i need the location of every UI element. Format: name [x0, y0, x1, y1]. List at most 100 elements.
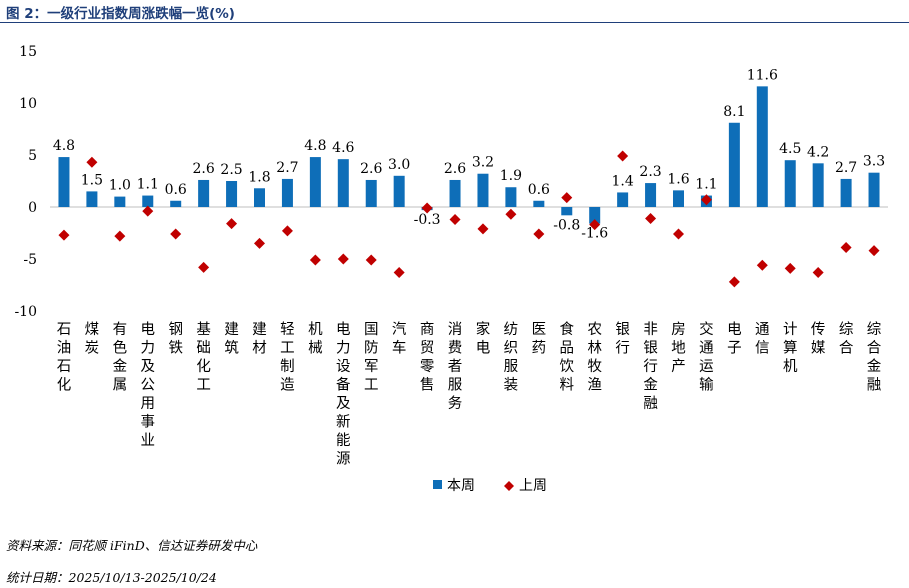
x-tick-label: 商贸零售: [420, 321, 435, 394]
marker-last-week: [198, 261, 210, 273]
legend-marker-last-week: [504, 481, 514, 491]
marker-last-week: [114, 230, 126, 242]
bar-this-week: [561, 207, 573, 216]
marker-last-week: [365, 254, 377, 266]
marker-last-week: [784, 262, 796, 274]
y-tick-label: 5: [28, 148, 37, 164]
x-tick-label: 银行: [615, 321, 630, 357]
x-tick-label: 房地产: [671, 321, 686, 375]
data-label-this-week: 2.6: [193, 161, 215, 177]
bar-this-week: [505, 187, 517, 207]
y-tick-label: 10: [19, 96, 37, 112]
x-tick-label: 钢铁: [168, 321, 183, 357]
marker-last-week: [673, 228, 684, 240]
x-tick-label: 电子: [727, 321, 742, 357]
x-tick-label: 通信: [755, 321, 770, 357]
marker-last-week: [533, 228, 545, 240]
marker-last-week: [421, 202, 433, 214]
y-tick-label: 0: [28, 200, 37, 216]
x-tick-label: 国防军工: [364, 322, 379, 394]
data-label-this-week: 0.6: [165, 182, 187, 198]
data-label-this-week: 2.7: [835, 160, 857, 176]
marker-last-week: [86, 156, 98, 168]
marker-last-week: [477, 223, 489, 235]
data-label-this-week: -1.6: [581, 226, 608, 242]
x-tick-label: 电力及公用事业: [141, 321, 156, 449]
bar-this-week: [840, 178, 852, 207]
source-note: 资料来源：同花顺 iFinD、信达证券研发中心: [6, 538, 258, 553]
data-label-this-week: 1.5: [81, 172, 103, 188]
marker-last-week: [337, 253, 349, 265]
data-label-this-week: 4.8: [53, 138, 75, 154]
bar-this-week: [477, 173, 489, 207]
data-label-this-week: 1.8: [248, 169, 270, 185]
title-underline: [0, 22, 909, 23]
data-label-this-week: 4.6: [332, 140, 354, 156]
x-tick-label: 石油石化: [57, 322, 72, 394]
data-label-this-week: 1.9: [500, 168, 522, 184]
marker-last-week: [309, 254, 321, 266]
legend-label-last-week: 上周: [519, 478, 547, 494]
marker-last-week: [505, 208, 517, 220]
bar-this-week: [198, 179, 210, 207]
bar-this-week: [337, 159, 349, 207]
x-tick-label: 医药: [532, 322, 547, 357]
marker-last-week: [58, 229, 70, 241]
data-label-this-week: 8.1: [723, 104, 745, 120]
marker-last-week: [645, 212, 657, 224]
y-tick-label: 15: [19, 44, 37, 60]
data-label-this-week: 1.6: [667, 171, 689, 187]
marker-last-week: [868, 245, 880, 257]
bar-this-week: [114, 196, 126, 207]
bar-this-week: [868, 172, 880, 207]
data-label-this-week: 0.6: [528, 182, 550, 198]
marker-last-week: [561, 192, 573, 204]
bar-this-week: [728, 122, 740, 207]
x-tick-label: 基础化工: [196, 321, 211, 394]
bar-this-week: [309, 157, 321, 207]
bar-this-week: [170, 200, 182, 207]
bar-this-week: [449, 179, 461, 207]
data-label-this-week: -0.8: [553, 217, 580, 233]
x-tick-label: 电力设备及新能源: [336, 321, 351, 468]
x-tick-label: 计算机: [783, 321, 798, 375]
bar-this-week: [226, 181, 238, 207]
bar-this-week: [254, 188, 265, 207]
data-label-this-week: 1.0: [109, 178, 131, 194]
data-label-this-week: 1.1: [137, 177, 159, 193]
y-tick-label: -5: [23, 252, 37, 268]
bar-this-week: [756, 86, 768, 207]
figure-title: 图 2：一级行业指数周涨跌幅一览(%): [6, 6, 235, 22]
bar-this-week: [393, 175, 405, 207]
y-tick-label: -10: [14, 304, 37, 320]
data-label-this-week: 2.6: [360, 161, 382, 177]
marker-last-week: [756, 259, 768, 271]
data-label-this-week: 4.2: [807, 144, 829, 160]
legend-label-this-week: 本周: [447, 478, 475, 494]
marker-last-week: [170, 228, 182, 240]
marker-last-week: [142, 205, 154, 217]
marker-last-week: [700, 194, 712, 206]
x-tick-label: 有色金属: [113, 321, 128, 394]
data-label-this-week: 1.4: [612, 173, 634, 189]
marker-last-week: [226, 218, 238, 230]
x-tick-label: 纺织服装: [504, 321, 519, 394]
marker-last-week: [589, 219, 601, 231]
marker-last-week: [254, 237, 265, 249]
x-tick-label: 建筑: [224, 321, 239, 357]
data-label-this-week: 4.8: [304, 138, 326, 154]
marker-last-week: [840, 242, 852, 254]
bar-this-week: [533, 200, 545, 207]
period-note: 统计日期：2025/10/13-2025/10/24: [6, 570, 217, 585]
data-label-this-week: 3.0: [388, 157, 410, 173]
data-label-this-week: 4.5: [779, 141, 801, 157]
x-tick-label: 轻工制造: [280, 321, 295, 394]
marker-last-week: [393, 267, 405, 279]
bar-this-week: [86, 191, 98, 207]
bar-this-week: [645, 183, 657, 207]
data-label-this-week: 2.3: [639, 164, 661, 180]
marker-last-week: [449, 213, 461, 225]
x-tick-label: 消费者服务: [448, 321, 463, 412]
data-label-this-week: 3.2: [472, 155, 494, 171]
